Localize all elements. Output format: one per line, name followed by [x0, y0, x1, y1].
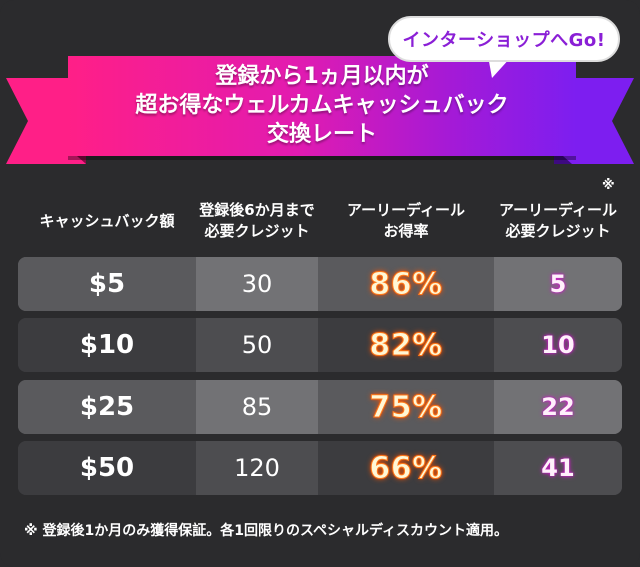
intershop-go-label: インターショップへGo! — [402, 30, 606, 51]
early-deal-rate: 86% — [318, 257, 494, 311]
required-credits: 85 — [196, 380, 318, 434]
required-credits: 30 — [196, 257, 318, 311]
early-deal-rate: 66% — [318, 441, 494, 495]
header-early-deal-credits-line2: 必要クレジット — [505, 222, 611, 240]
title-line-1: 登録から1ヵ月以内が — [215, 64, 429, 89]
cashback-amount: $25 — [18, 380, 196, 434]
page-title: 登録から1ヵ月以内が 超お得なウェルカムキャッシュバック 交換レート — [68, 62, 576, 149]
intershop-go-button[interactable]: インターショップへGo! — [388, 16, 620, 62]
header-required-credits: 登録後6か月まで 必要クレジット — [188, 196, 326, 246]
early-deal-rate: 75% — [318, 380, 494, 434]
table-row: $10 50 82% 10 — [18, 318, 622, 372]
early-deal-credits: 22 — [494, 380, 622, 434]
header-early-deal-rate: アーリーディール お得率 — [318, 196, 494, 246]
title-line-2: 超お得なウェルカムキャッシュバック — [135, 93, 509, 118]
table-row: $25 85 75% 22 — [18, 380, 622, 434]
cashback-amount: $10 — [18, 318, 196, 372]
title-line-3: 交換レート — [266, 122, 377, 147]
early-deal-rate: 82% — [318, 318, 494, 372]
cashback-amount: $5 — [18, 257, 196, 311]
footnote: ※ 登録後1か月のみ獲得保証。各1回限りのスペシャルディスカウント適用。 — [24, 523, 509, 539]
table-row: $5 30 86% 5 — [18, 257, 622, 311]
header-required-credits-line1: 登録後6か月まで — [199, 201, 315, 219]
header-cashback-amount-label: キャッシュバック額 — [39, 211, 175, 230]
header-cashback-amount: キャッシュバック額 — [18, 196, 196, 246]
header-early-deal-rate-line2: お得率 — [383, 222, 429, 240]
header-early-deal-credits: アーリーディール 必要クレジット — [486, 196, 630, 246]
header-note-mark: ※ — [602, 178, 615, 193]
header-early-deal-rate-line1: アーリーディール — [346, 201, 466, 219]
header-early-deal-credits-line1: アーリーディール — [498, 201, 618, 219]
required-credits: 50 — [196, 318, 318, 372]
early-deal-credits: 41 — [494, 441, 622, 495]
cashback-amount: $50 — [18, 441, 196, 495]
early-deal-credits: 10 — [494, 318, 622, 372]
header-required-credits-line2: 必要クレジット — [204, 222, 310, 240]
table-row: $50 120 66% 41 — [18, 441, 622, 495]
required-credits: 120 — [196, 441, 318, 495]
early-deal-credits: 5 — [494, 257, 622, 311]
